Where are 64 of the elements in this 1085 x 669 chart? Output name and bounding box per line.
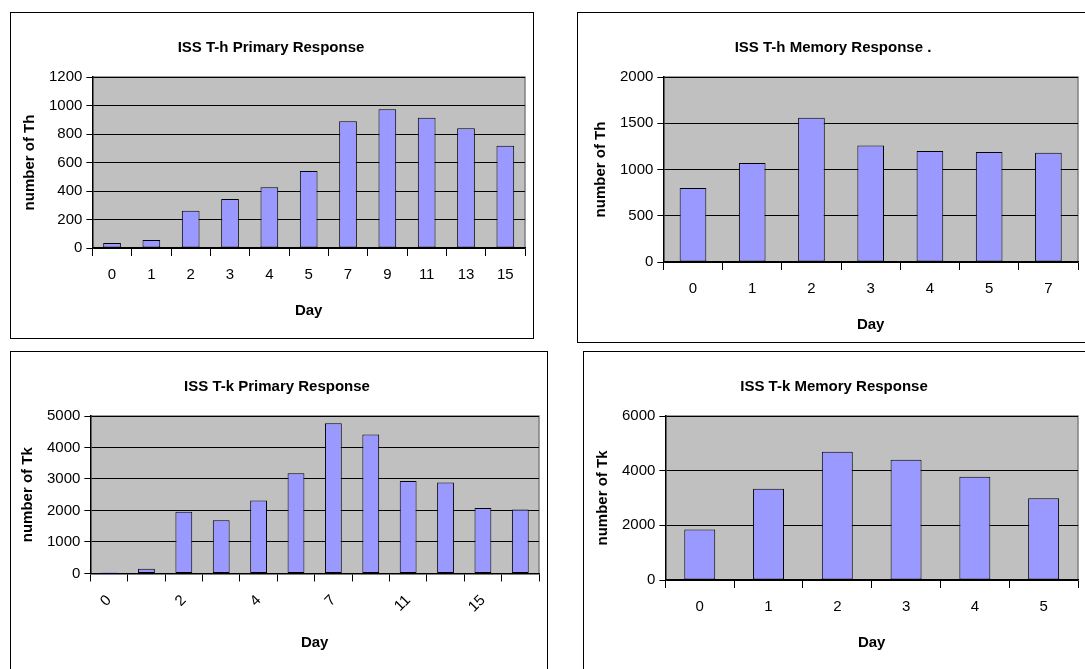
x-tick-label: 2 — [833, 597, 842, 615]
x-tick-label: 2 — [186, 265, 195, 283]
y-tick-label: 5000 — [46, 406, 81, 424]
x-tick-label: 3 — [225, 265, 235, 283]
x-tick-label: 15 — [496, 265, 514, 283]
x-tick-label: 4 — [265, 265, 274, 283]
y-axis-title: number of Tk — [593, 449, 611, 546]
x-tick-label: 4 — [970, 597, 980, 615]
y-tick-label: 4000 — [46, 437, 81, 455]
chart-title: ISS T-h Memory Response . — [734, 38, 932, 56]
y-axis-title: number of Th — [20, 114, 38, 211]
y-tick-label: 1000 — [46, 532, 81, 550]
x-tick-label: 0 — [96, 590, 115, 609]
y-tick-label: 1000 — [48, 95, 83, 113]
y-axis-title: number of Tk — [18, 446, 36, 543]
x-tick-label: 4 — [245, 590, 264, 609]
y-tick-label: 1000 — [619, 159, 654, 177]
y-tick-label: 0 — [72, 563, 81, 581]
x-tick-label: 3 — [901, 597, 911, 615]
y-tick-label: 0 — [645, 252, 654, 270]
x-axis-title: Day — [857, 633, 887, 651]
y-tick-label: 4000 — [621, 460, 656, 478]
x-tick-label: 7 — [320, 590, 339, 609]
x-tick-label: 4 — [925, 279, 935, 297]
y-tick-label: 200 — [57, 209, 83, 227]
y-tick-label: 800 — [57, 124, 83, 142]
x-tick-label: 0 — [107, 265, 117, 283]
y-tick-label: 0 — [647, 570, 656, 588]
y-tick-label: 0 — [74, 238, 83, 256]
x-tick-label: 2 — [807, 279, 816, 297]
x-tick-label: 0 — [695, 597, 704, 615]
x-tick-label: 13 — [457, 265, 475, 283]
y-tick-label: 400 — [57, 181, 83, 199]
x-tick-label: 1 — [147, 265, 156, 283]
x-tick-label: 1 — [748, 279, 757, 297]
chart-title: ISS T-k Memory Response — [740, 377, 928, 395]
x-tick-label: 11 — [390, 590, 414, 614]
x-tick-label: 5 — [984, 279, 994, 297]
y-tick-label: 500 — [628, 205, 654, 223]
x-tick-label: 5 — [304, 265, 313, 283]
y-tick-label: 2000 — [621, 515, 656, 533]
x-tick-label: 5 — [1039, 597, 1048, 615]
x-axis-title: Day — [294, 301, 324, 319]
y-tick-label: 2000 — [46, 500, 81, 518]
x-tick-label: 9 — [383, 265, 392, 283]
chart-title: ISS T-k Primary Response — [184, 377, 370, 395]
y-tick-label: 6000 — [621, 406, 656, 424]
x-axis-title: Day — [856, 315, 886, 333]
x-tick-label: 15 — [464, 590, 488, 615]
x-tick-label: 3 — [866, 279, 875, 297]
x-tick-label: 7 — [1044, 279, 1053, 297]
y-tick-label: 600 — [57, 152, 83, 170]
y-tick-label: 1200 — [48, 67, 83, 85]
y-axis-title: number of Th — [591, 121, 609, 218]
x-tick-label: 11 — [418, 265, 435, 283]
x-tick-label: 2 — [170, 590, 189, 609]
x-tick-label: 0 — [688, 279, 698, 297]
x-tick-label: 1 — [764, 597, 773, 615]
x-axis-title: Day — [300, 633, 330, 651]
y-tick-label: 2000 — [619, 67, 654, 85]
y-tick-label: 1500 — [619, 113, 654, 131]
x-tick-label: 7 — [343, 265, 353, 283]
chart-title: ISS T-h Primary Response — [177, 38, 365, 56]
y-tick-label: 3000 — [46, 469, 81, 487]
